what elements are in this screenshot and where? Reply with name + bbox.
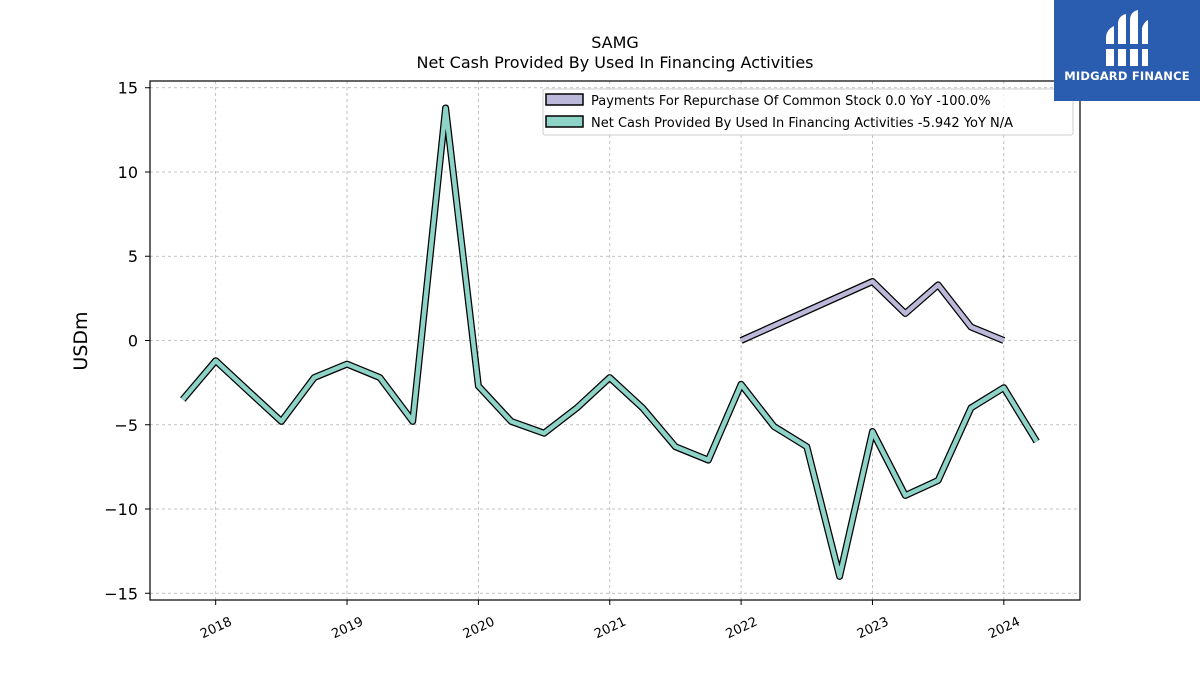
series-lines [180, 104, 1040, 580]
grid [150, 81, 1080, 600]
y-tick-label: 15 [118, 79, 138, 98]
y-tick-label: 10 [118, 163, 138, 182]
y-tick-label: −15 [104, 584, 138, 603]
midgard-finance-logo: MIDGARD FINANCE [1054, 0, 1200, 101]
legend-swatch-repurchase [545, 93, 584, 106]
legend-swatch-financing [545, 115, 584, 128]
logo-wordmark: MIDGARD FINANCE [1064, 69, 1190, 83]
series-line-payments-for-repurchase-of-common-stock [740, 279, 1005, 343]
chart-title: SAMG [591, 33, 639, 52]
y-tick-label: −10 [104, 500, 138, 519]
y-tick-label: −5 [114, 416, 138, 435]
chart-subtitle: Net Cash Provided By Used In Financing A… [416, 53, 813, 72]
y-axis-label: USDm [70, 311, 92, 370]
legend-label-financing: Net Cash Provided By Used In Financing A… [591, 116, 1013, 131]
y-tick-label: 0 [128, 332, 138, 351]
legend-box [542, 88, 1074, 136]
midgard-logo-icon [1104, 10, 1150, 66]
legend-label-repurchase: Payments For Repurchase Of Common Stock … [591, 94, 991, 109]
y-tick-label: 5 [128, 247, 138, 266]
legend: Payments For Repurchase Of Common Stock … [542, 88, 1074, 136]
